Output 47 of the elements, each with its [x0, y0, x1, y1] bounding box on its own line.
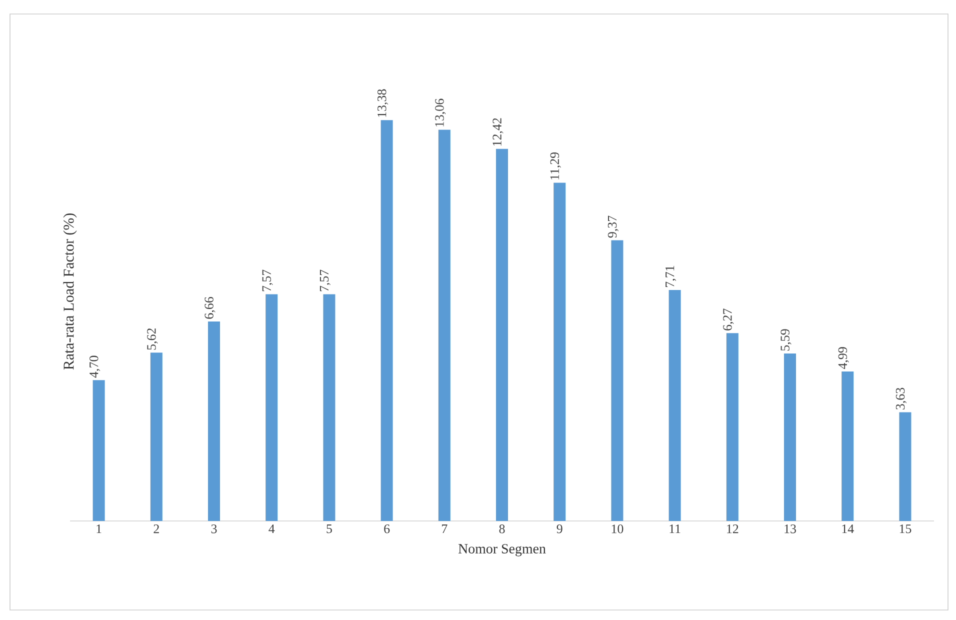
x-tick-label: 7	[442, 524, 448, 533]
bar	[842, 371, 854, 521]
data-label: 12,42	[492, 118, 504, 146]
bar	[92, 380, 105, 521]
bar	[323, 294, 336, 521]
data-label: 13,06	[435, 98, 446, 126]
x-tick-label: 2	[154, 524, 159, 534]
bar	[150, 352, 162, 521]
x-tick-label: 12	[727, 524, 738, 534]
data-label: 5,62	[147, 328, 158, 350]
data-label: 11,29	[550, 152, 561, 180]
x-tick-label: 13	[784, 524, 796, 534]
data-label: 5,59	[780, 329, 792, 351]
data-label: 6,66	[204, 296, 216, 319]
x-tick-label: 4	[268, 524, 275, 534]
data-label: 9,37	[608, 216, 618, 238]
x-tick-label: 15	[900, 524, 912, 534]
data-label: 13,38	[378, 89, 388, 117]
x-tick-label: 9	[556, 524, 562, 534]
data-label: 7,57	[320, 270, 330, 292]
bar	[380, 120, 393, 521]
bar	[611, 240, 624, 521]
data-label: 7,57	[262, 270, 273, 292]
x-tick-label: 1	[96, 524, 102, 534]
bar	[438, 130, 450, 521]
bar	[784, 354, 796, 521]
bar	[726, 333, 738, 521]
data-label: 7,71	[666, 266, 676, 287]
bar	[668, 290, 681, 521]
bar	[496, 148, 508, 521]
x-tick-label: 11	[670, 524, 680, 534]
x-tick-label: 10	[612, 524, 624, 534]
data-label: 4,99	[838, 347, 849, 370]
data-label: 6,27	[723, 308, 734, 330]
x-tick-label: 6	[384, 524, 390, 534]
data-label: 3,63	[896, 388, 906, 410]
x-tick-label: 14	[842, 524, 854, 534]
x-tick-label: 5	[326, 524, 332, 534]
bar	[899, 412, 912, 521]
bar	[554, 182, 566, 521]
x-axis-title: Nomor Segmen	[458, 544, 546, 556]
y-axis-title: Rata-rata Load Factor (%)	[63, 214, 77, 370]
data-label: 4,70	[90, 356, 100, 378]
x-tick-label: 8	[499, 524, 505, 534]
x-tick-label: 3	[211, 524, 217, 534]
bar	[266, 294, 278, 521]
bar	[208, 321, 220, 521]
